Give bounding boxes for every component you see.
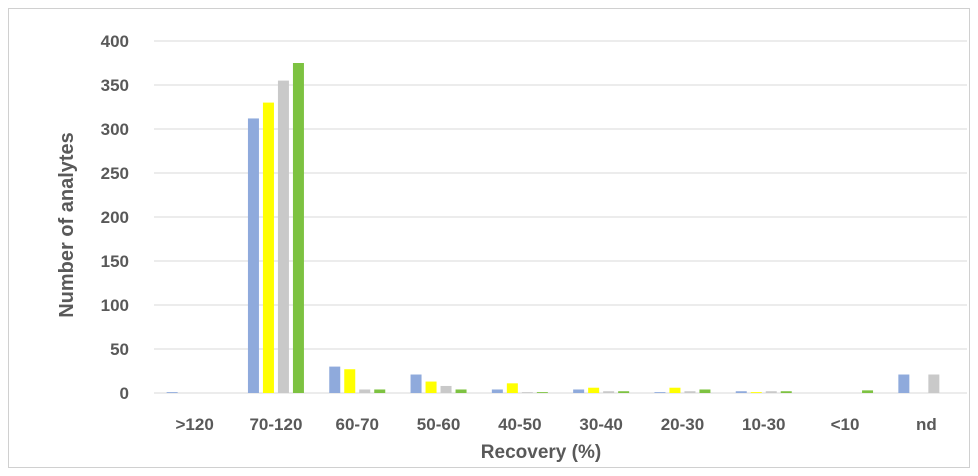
bar [684, 391, 696, 393]
x-tick-label: <10 [831, 415, 860, 434]
y-tick-label: 100 [101, 296, 129, 315]
bars [166, 63, 940, 393]
bar [735, 391, 747, 393]
bar-chart: 0 50 100 150 200 250 300 350 400 >120 70-120 60-70… [56, 32, 967, 463]
bar [292, 63, 304, 393]
x-tick-label: 30-40 [579, 415, 622, 434]
bar [277, 80, 289, 393]
x-tick-label: 70-120 [249, 415, 302, 434]
bar [573, 389, 585, 393]
x-tick-label: 10-30 [742, 415, 785, 434]
bar [491, 389, 503, 393]
bar [780, 391, 792, 393]
bar [750, 392, 762, 393]
bar [862, 390, 874, 393]
y-tick-label: 50 [110, 340, 129, 359]
y-tick-label: 300 [101, 120, 129, 139]
bar [166, 392, 178, 393]
y-tick-label: 0 [120, 384, 129, 403]
bar [344, 369, 356, 393]
bar [262, 102, 274, 393]
x-tick-label: 40-50 [498, 415, 541, 434]
bar [455, 389, 467, 393]
x-tick-label: >120 [176, 415, 214, 434]
chart-frame: 0 50 100 150 200 250 300 350 400 >120 70-120 60-70… [8, 8, 970, 468]
bar [374, 389, 386, 393]
bar [699, 389, 711, 393]
bar [410, 374, 422, 393]
y-axis-label: Number of analytes [56, 132, 78, 318]
y-tick-label: 350 [101, 76, 129, 95]
y-tick-label: 150 [101, 252, 129, 271]
bar [618, 391, 630, 393]
bar [536, 392, 548, 393]
y-tick-labels: 0 50 100 150 200 250 300 350 400 [101, 32, 129, 403]
y-tick-label: 250 [101, 164, 129, 183]
bar [359, 389, 371, 393]
bar [440, 385, 452, 393]
bar [603, 391, 615, 393]
bar [669, 387, 681, 393]
x-tick-labels: >120 70-120 60-70 50-60 40-50 30-40 20-30 10-30… [176, 415, 937, 434]
x-tick-label: 20-30 [661, 415, 704, 434]
gridlines [154, 40, 967, 394]
y-tick-label: 200 [101, 208, 129, 227]
bar [765, 391, 777, 393]
bar [898, 374, 910, 393]
bar [425, 381, 437, 393]
x-tick-label: 60-70 [336, 415, 379, 434]
bar [506, 383, 518, 393]
bar [521, 392, 533, 393]
bar [329, 366, 341, 393]
x-axis-label: Recovery (%) [481, 442, 601, 463]
bar [654, 392, 666, 393]
y-tick-label: 400 [101, 32, 129, 51]
x-tick-label: nd [916, 415, 937, 434]
bar [247, 118, 259, 393]
bar [928, 374, 940, 393]
bar [588, 387, 600, 393]
x-tick-label: 50-60 [417, 415, 460, 434]
